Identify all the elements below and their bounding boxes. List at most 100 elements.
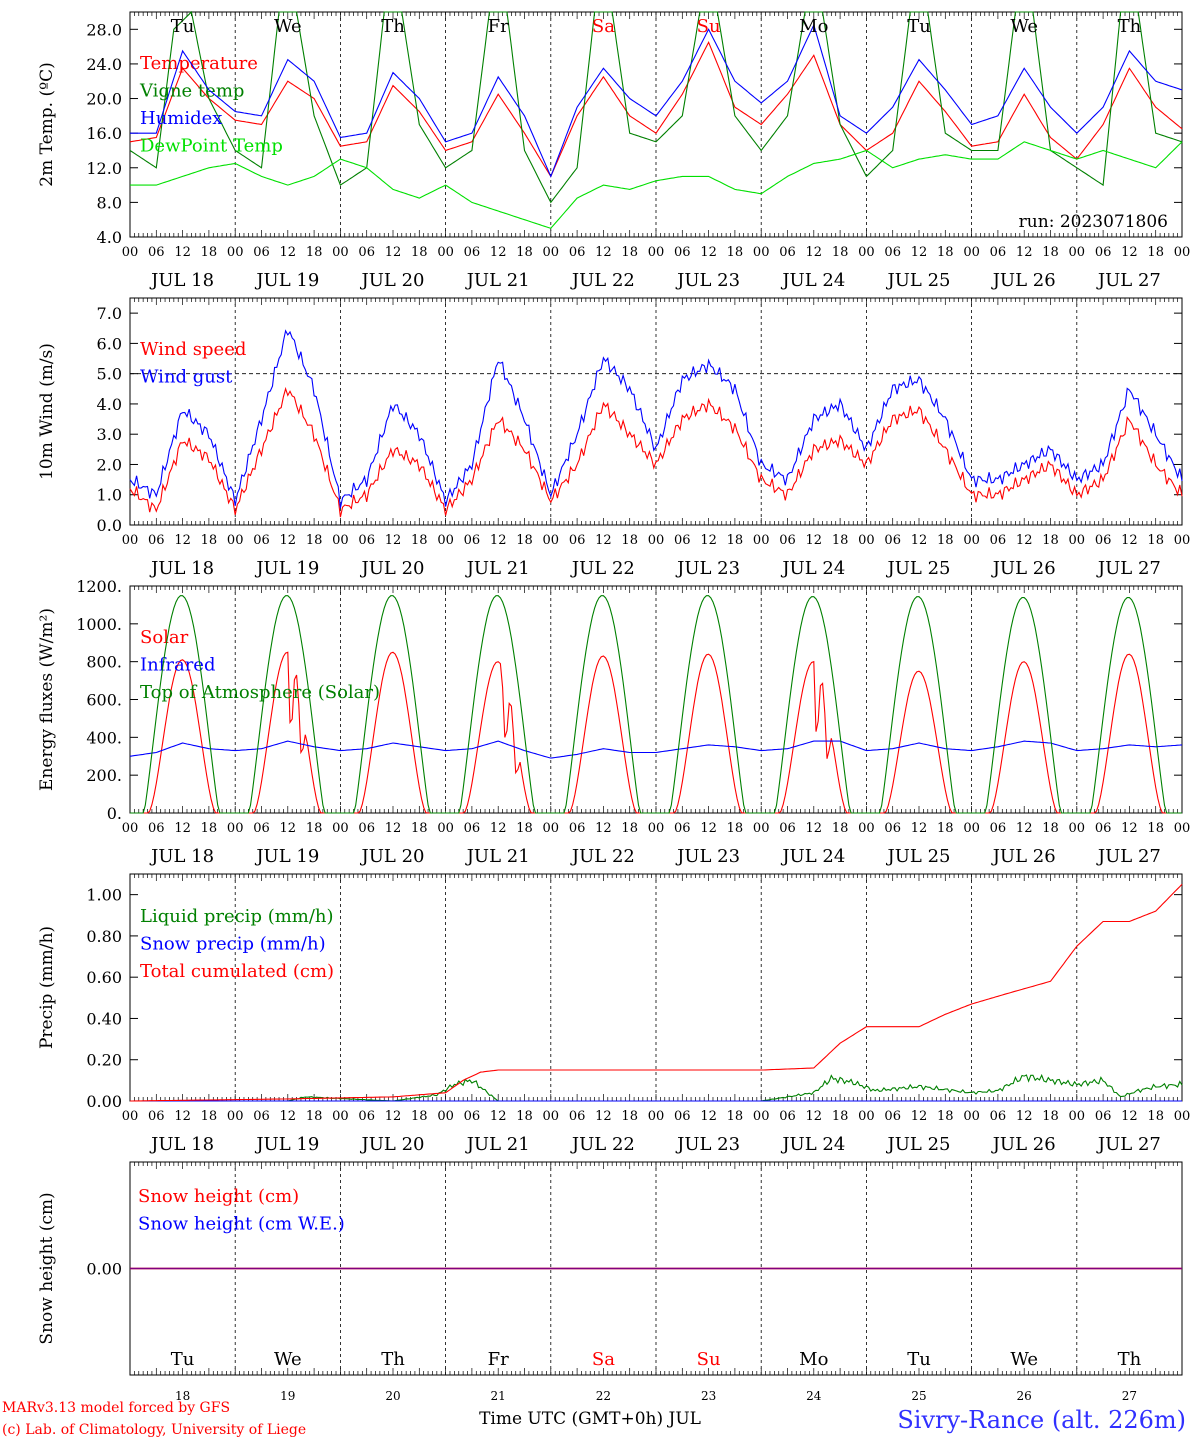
hour-tick-label: 12 [174, 821, 191, 836]
hour-tick-label: 06 [1095, 245, 1112, 260]
snow-legend-entry: Snow height (cm W.E.) [138, 1214, 345, 1235]
y-tick-label: 7.0 [97, 304, 122, 323]
wind-legend-entry: Wind gust [140, 367, 233, 388]
weekday-label: Th [381, 1349, 405, 1370]
hour-tick-label: 18 [727, 1109, 744, 1124]
wind-panel: 0.0 1.0 2.0 3.0 4.0 5.0 6.0 7.0 10m Wind (m/s) Wi… [37, 297, 1190, 579]
hour-tick-label: 12 [911, 821, 928, 836]
hour-tick-label: 00 [753, 245, 770, 260]
temperature-series-1 [129, 10, 1183, 204]
hour-tick-label: 18 [727, 821, 744, 836]
day-number-label: 18 [175, 1389, 190, 1403]
y-tick-label: 0.40 [86, 1009, 122, 1028]
day-date-label: JUL 25 [886, 558, 951, 579]
y-tick-label: 0.60 [86, 968, 122, 987]
hour-tick-label: 06 [990, 1109, 1007, 1124]
hour-tick-label: 18 [621, 821, 638, 836]
energy-legend-entry: Top of Atmosphere (Solar) [140, 682, 380, 703]
hour-tick-label: 12 [1016, 245, 1033, 260]
hour-tick-label: 00 [1174, 245, 1191, 260]
hour-tick-label: 00 [648, 821, 665, 836]
hour-tick-label: 18 [1042, 1109, 1059, 1124]
day-date-label: JUL 21 [465, 846, 530, 867]
hour-tick-label: 06 [358, 245, 375, 260]
hour-tick-label: 06 [884, 821, 901, 836]
hour-tick-label: 00 [122, 821, 139, 836]
hour-tick-label: 18 [411, 1109, 428, 1124]
hour-tick-label: 06 [253, 821, 270, 836]
energy-panel: 0. 200. 400. 600. 800. 1000. 1200. Energy fluxe… [37, 577, 1190, 867]
day-date-label: JUL 22 [570, 1134, 635, 1155]
day-number-label: 26 [1017, 1389, 1032, 1403]
hour-tick-label: 18 [621, 1109, 638, 1124]
temperature-legend-entry: Humidex [140, 108, 222, 129]
weekday-label: Sa [592, 16, 615, 37]
hour-tick-label: 18 [727, 533, 744, 548]
hour-tick-label: 00 [1069, 1109, 1086, 1124]
day-date-label: JUL 23 [675, 846, 740, 867]
hour-tick-label: 06 [779, 821, 796, 836]
hour-tick-label: 06 [1095, 821, 1112, 836]
hour-tick-label: 00 [227, 821, 244, 836]
day-date-label: JUL 25 [886, 270, 951, 291]
y-tick-label: 3.0 [97, 425, 122, 444]
x-axis-title: Time UTC (GMT+0h) JUL [479, 1409, 701, 1429]
hour-tick-label: 18 [832, 1109, 849, 1124]
day-date-label: JUL 27 [1096, 558, 1161, 579]
model-credit: MARv3.13 model forced by GFS [2, 1400, 230, 1416]
hour-tick-label: 12 [385, 533, 402, 548]
hour-tick-label: 12 [700, 1109, 717, 1124]
hour-tick-label: 12 [911, 1109, 928, 1124]
day-number-label: 24 [806, 1389, 822, 1403]
weekday-label: Sa [592, 1349, 615, 1370]
hour-tick-label: 00 [963, 245, 980, 260]
hour-tick-label: 06 [569, 533, 586, 548]
weekday-label: Fr [488, 16, 509, 37]
hour-tick-label: 18 [306, 821, 323, 836]
hour-tick-label: 12 [385, 245, 402, 260]
hour-tick-label: 06 [779, 245, 796, 260]
wind-series-1 [129, 329, 1183, 509]
y-tick-label: 0. [107, 804, 122, 823]
day-date-label: JUL 22 [570, 270, 635, 291]
y-tick-label: 28.0 [86, 20, 122, 39]
hour-tick-label: 00 [858, 533, 875, 548]
hour-tick-label: 12 [174, 245, 191, 260]
snow-y-axis-label: Snow height (cm) [37, 1192, 57, 1344]
energy-y-axis-label: Energy fluxes (W/m²) [37, 608, 57, 791]
hour-tick-label: 00 [963, 821, 980, 836]
hour-tick-label: 06 [884, 533, 901, 548]
hour-tick-label: 12 [1016, 821, 1033, 836]
day-number-label: 27 [1122, 1389, 1137, 1403]
hour-tick-label: 18 [832, 533, 849, 548]
y-tick-label: 5.0 [97, 365, 122, 384]
hour-tick-label: 18 [516, 821, 533, 836]
hour-tick-label: 00 [858, 1109, 875, 1124]
hour-tick-label: 12 [280, 533, 297, 548]
hour-tick-label: 12 [595, 821, 612, 836]
hour-tick-label: 00 [227, 1109, 244, 1124]
hour-tick-label: 06 [674, 533, 691, 548]
hour-tick-label: 12 [700, 533, 717, 548]
hour-tick-label: 06 [569, 821, 586, 836]
hour-tick-label: 06 [569, 1109, 586, 1124]
hour-tick-label: 18 [1042, 533, 1059, 548]
hour-tick-label: 18 [411, 245, 428, 260]
weekday-label: Su [697, 16, 721, 37]
temperature-series-2 [130, 23, 1183, 178]
day-date-label: JUL 26 [991, 558, 1056, 579]
hour-tick-label: 06 [148, 245, 165, 260]
day-date-label: JUL 22 [570, 558, 635, 579]
day-date-label: JUL 26 [991, 270, 1056, 291]
hour-tick-label: 06 [1095, 1109, 1112, 1124]
temperature-series-0 [129, 40, 1183, 178]
hour-tick-label: 12 [385, 1109, 402, 1124]
day-number-label: 22 [596, 1389, 611, 1403]
weekday-label: Mo [799, 1349, 828, 1370]
hour-tick-label: 00 [1174, 821, 1191, 836]
weekday-label: Th [1118, 1349, 1142, 1370]
hour-tick-label: 00 [543, 245, 560, 260]
hour-tick-label: 00 [753, 821, 770, 836]
hour-tick-label: 00 [543, 533, 560, 548]
day-date-label: JUL 27 [1096, 846, 1161, 867]
